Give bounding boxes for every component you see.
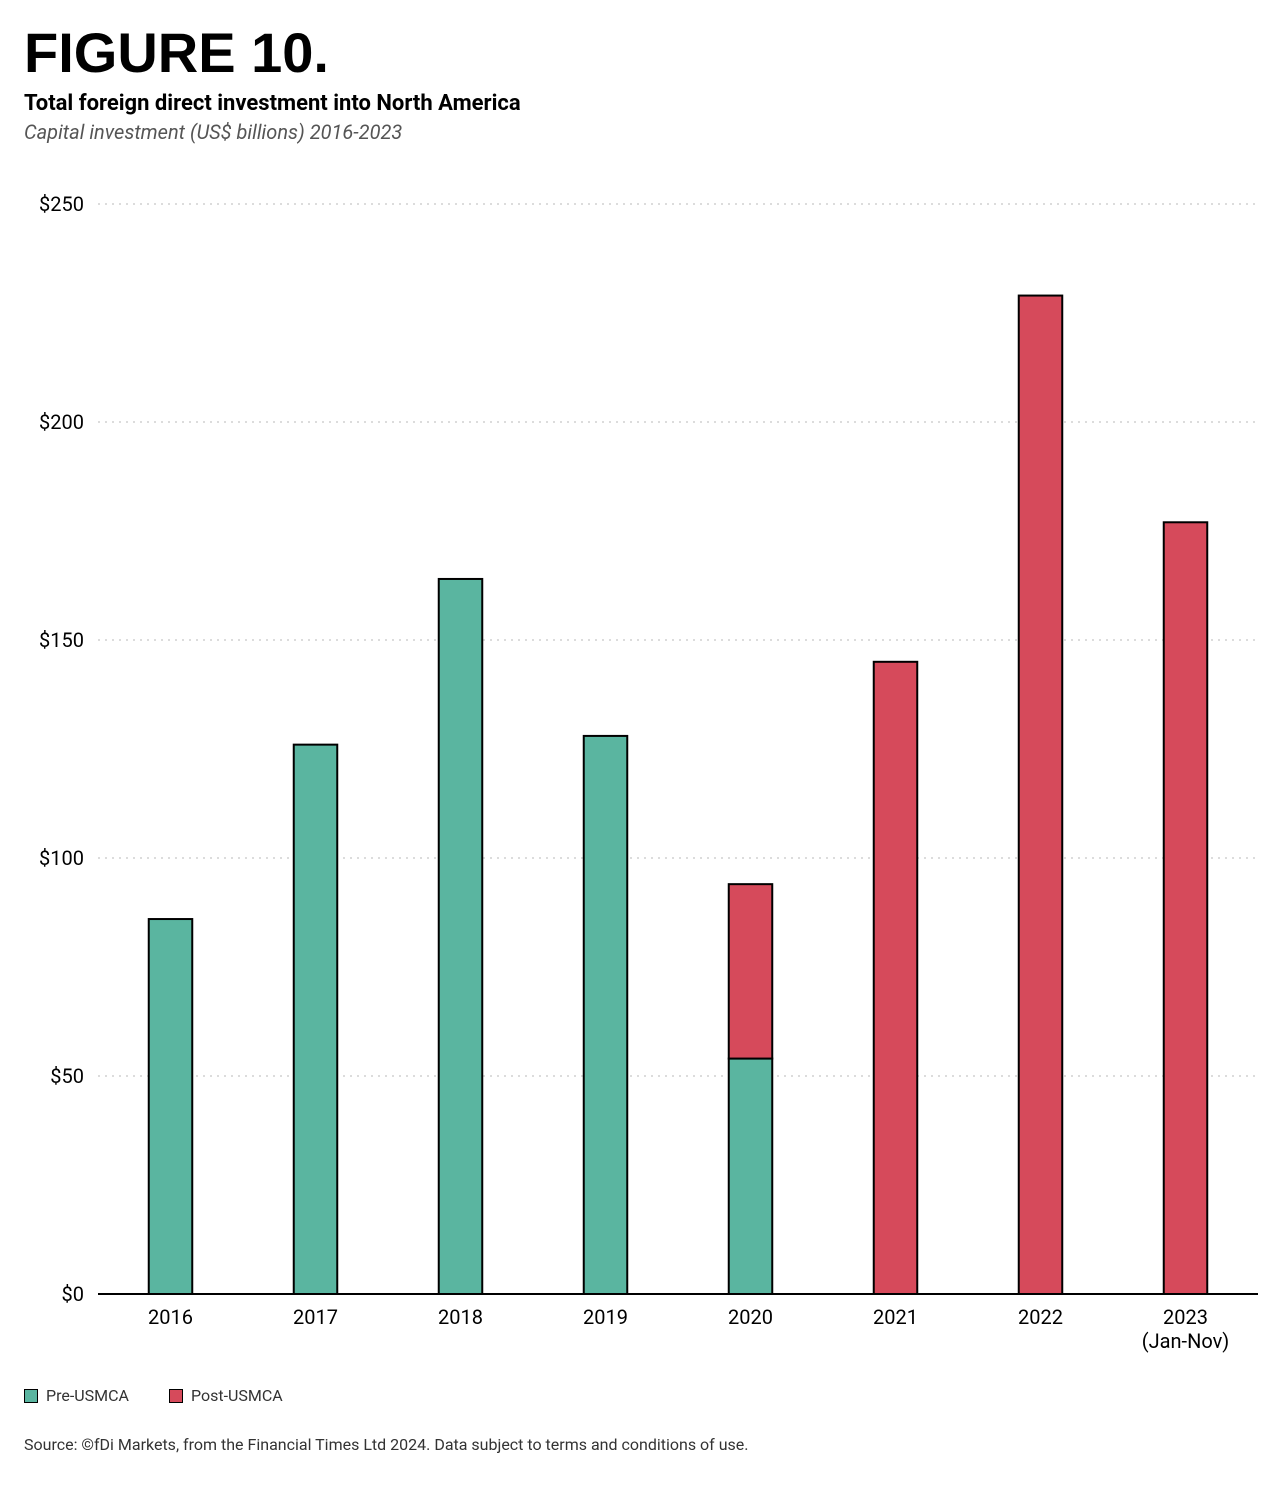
legend: Pre-USMCA Post-USMCA [24,1386,1240,1405]
x-tick-label: (Jan-Nov) [1142,1329,1230,1353]
x-tick-label: 2023 [1163,1305,1208,1329]
x-tick-label: 2020 [728,1305,773,1329]
chart-area: $0 $50 $100 $150 $200 $250 2016 2017 2018 2019 202… [24,194,1240,1368]
legend-label-post: Post-USMCA [191,1386,283,1405]
legend-label-pre: Pre-USMCA [46,1386,129,1405]
x-tick-label: 2016 [148,1305,193,1329]
y-tick-label: $250 [39,194,84,216]
legend-swatch-pre [24,1389,38,1403]
x-tick-label: 2018 [438,1305,483,1329]
legend-item-pre: Pre-USMCA [24,1386,129,1405]
bar-segment-post [1019,296,1063,1294]
figure-subtitle: Capital investment (US$ billions) 2016-2… [24,120,1240,144]
y-tick-label: $0 [62,1282,84,1306]
y-tick-label: $150 [39,628,84,652]
bar-segment-pre [294,745,338,1294]
x-tick-label: 2022 [1018,1305,1063,1329]
legend-item-post: Post-USMCA [169,1386,283,1405]
bar-segment-post [874,662,918,1294]
bar-segment-pre [584,736,628,1294]
bar-segment-post [729,884,773,1058]
x-tick-label: 2017 [293,1305,338,1329]
legend-swatch-post [169,1389,183,1403]
bar-chart: $0 $50 $100 $150 $200 $250 2016 2017 2018 2019 202… [24,194,1264,1364]
bar-segment-pre [149,919,193,1294]
figure-container: FIGURE 10. Total foreign direct investme… [0,0,1264,1500]
y-tick-label: $200 [39,410,84,434]
figure-title: Total foreign direct investment into Nor… [24,91,1240,116]
x-tick-label: 2021 [873,1305,918,1329]
x-tick-label: 2019 [583,1305,628,1329]
y-tick-label: $100 [39,846,84,870]
source-text: Source: ©fDi Markets, from the Financial… [24,1435,1240,1454]
figure-label: FIGURE 10. [24,20,1240,85]
bar-segment-post [1164,522,1208,1294]
bar-segment-pre [439,579,483,1294]
bar-segment-pre [729,1059,773,1294]
y-tick-label: $50 [50,1064,84,1088]
